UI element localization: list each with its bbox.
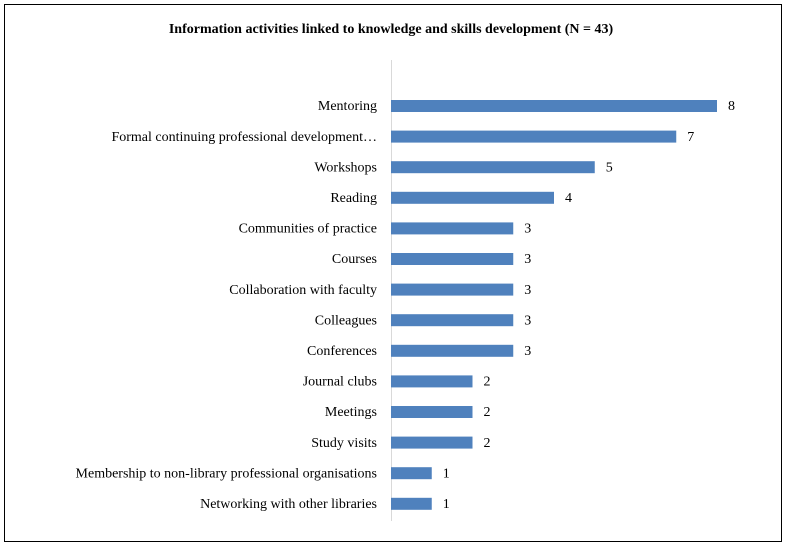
bar — [391, 253, 514, 265]
y-tick-label: Journal clubs — [303, 375, 377, 390]
bar — [391, 406, 473, 418]
bar — [391, 283, 514, 296]
value-label: 2 — [484, 375, 491, 390]
y-tick-label: Meetings — [325, 405, 377, 420]
y-tick-label: Reading — [330, 191, 377, 206]
chart-title: Information activities linked to knowled… — [169, 22, 614, 37]
value-label: 8 — [728, 99, 735, 114]
y-tick-label: Study visits — [311, 436, 377, 451]
y-tick-label: Networking with other libraries — [200, 497, 377, 512]
bar — [391, 497, 432, 510]
value-label: 3 — [524, 222, 531, 237]
value-label: 3 — [524, 283, 531, 298]
bar — [391, 436, 473, 449]
bar — [391, 100, 717, 112]
bar — [391, 222, 514, 235]
y-tick-label: Courses — [332, 252, 377, 267]
value-label: 7 — [687, 130, 694, 145]
value-label: 2 — [484, 405, 491, 420]
y-tick-label: Collaboration with faculty — [229, 283, 377, 298]
bar — [391, 314, 514, 327]
y-tick-label: Conferences — [307, 344, 377, 359]
value-label: 5 — [606, 160, 613, 175]
bar — [391, 375, 473, 388]
bar — [391, 467, 432, 480]
chart-frame — [4, 4, 782, 542]
value-label: 3 — [524, 344, 531, 359]
y-tick-label: Colleagues — [315, 313, 377, 328]
y-tick-label: Workshops — [314, 160, 377, 175]
y-tick-label: Mentoring — [318, 99, 377, 114]
bar — [391, 130, 677, 143]
value-label: 3 — [524, 252, 531, 267]
bar — [391, 161, 595, 174]
value-label: 2 — [484, 436, 491, 451]
y-tick-label: Formal continuing professional developme… — [111, 130, 377, 145]
value-label: 1 — [443, 497, 450, 512]
value-label: 1 — [443, 466, 450, 481]
value-label: 3 — [524, 313, 531, 328]
y-tick-label: Membership to non-library professional o… — [76, 466, 377, 481]
value-label: 4 — [565, 191, 572, 206]
bar — [391, 344, 514, 357]
bar — [391, 191, 554, 204]
y-tick-label: Communities of practice — [239, 222, 377, 237]
